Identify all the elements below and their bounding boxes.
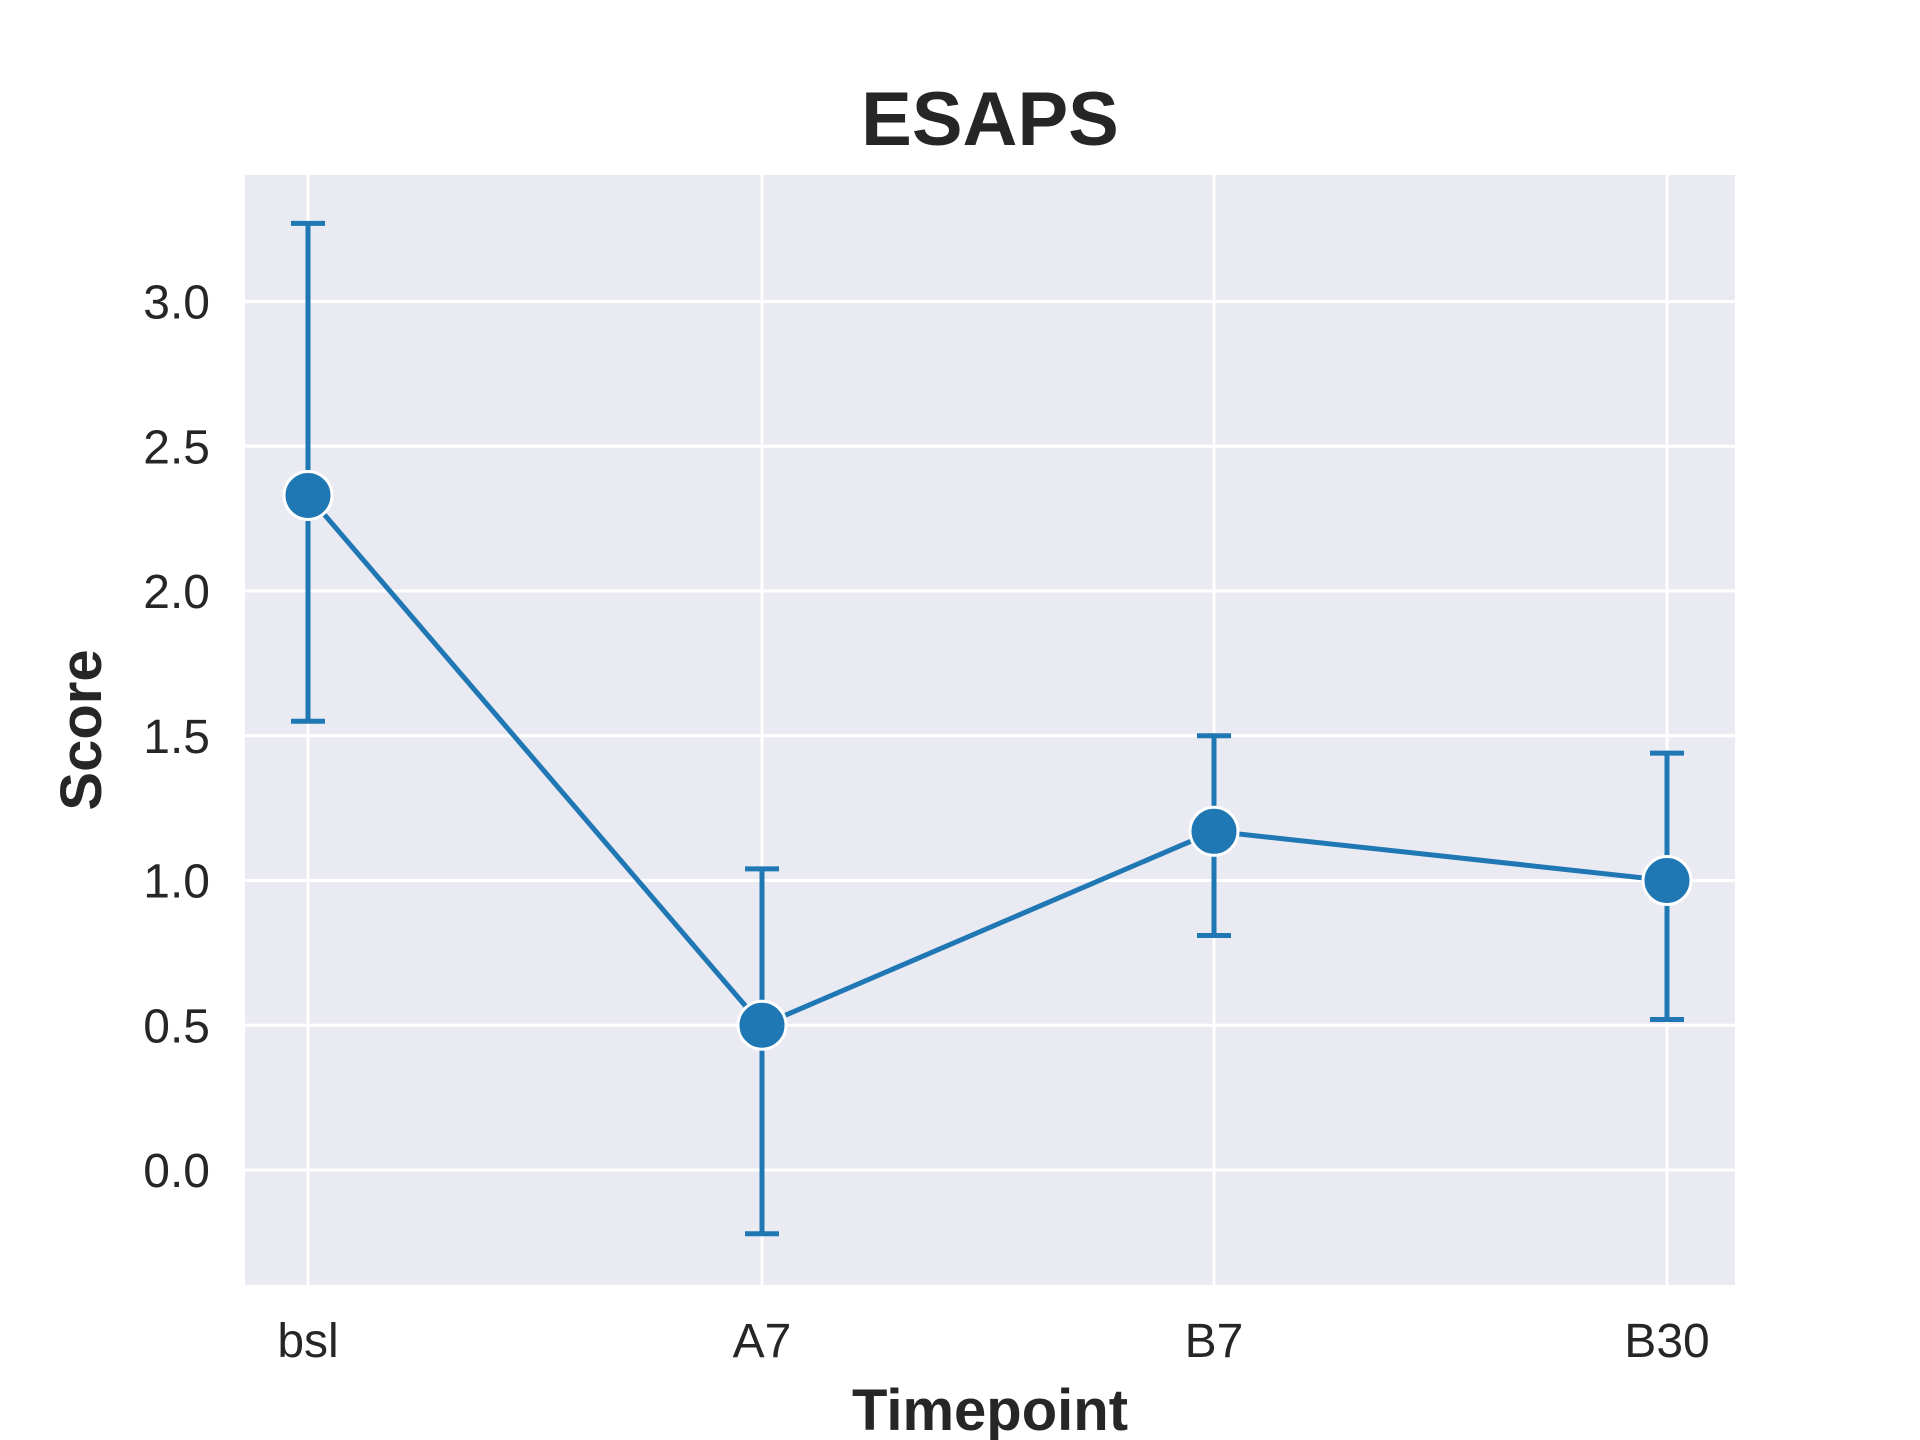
chart-title: ESAPS xyxy=(861,77,1119,162)
plot-area xyxy=(245,175,1735,1285)
y-tick-label: 0.5 xyxy=(143,1000,210,1053)
series-layer xyxy=(282,220,1693,1237)
x-tick-label: B7 xyxy=(1185,1315,1244,1368)
y-tick-label: 2.5 xyxy=(143,421,210,474)
x-axis-label: Timepoint xyxy=(852,1378,1128,1440)
y-tick-label: 1.0 xyxy=(143,856,210,909)
data-point xyxy=(1641,855,1693,906)
data-point xyxy=(282,469,334,521)
x-tick-label: B30 xyxy=(1624,1315,1709,1368)
x-tick-label: bsl xyxy=(277,1315,338,1368)
error-bar xyxy=(745,866,779,1237)
y-axis-label: Score xyxy=(49,649,114,810)
y-tick-label: 1.5 xyxy=(143,711,210,764)
y-tick-label: 2.0 xyxy=(143,566,210,619)
y-tick-label: 3.0 xyxy=(143,277,210,330)
y-tick-label: 0.0 xyxy=(143,1145,210,1198)
data-point xyxy=(1188,805,1240,857)
tick-labels: 0.0 0.5 1.0 1.5 2.0 2.5 3.0 bsl A7 B7 B30 xyxy=(143,277,1709,1369)
data-point xyxy=(736,999,788,1051)
grid-lines xyxy=(245,175,1735,1285)
series-line xyxy=(306,493,1668,1029)
x-tick-label: A7 xyxy=(733,1315,792,1368)
